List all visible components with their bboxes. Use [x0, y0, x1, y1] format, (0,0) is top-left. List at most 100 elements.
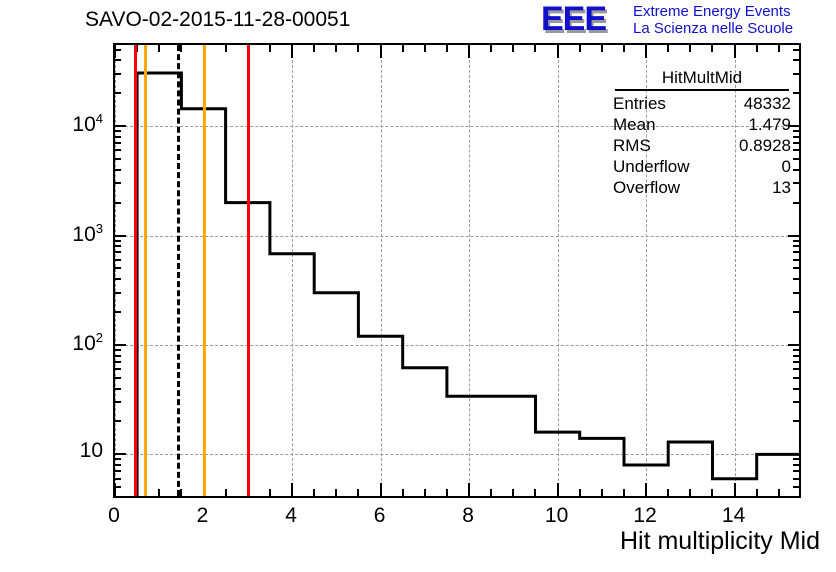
x-axis-minor-tick — [777, 45, 780, 52]
x-axis-minor-tick — [512, 45, 515, 52]
stats-row-value: 48332 — [743, 94, 791, 113]
stats-row-value: 0.8928 — [739, 136, 791, 155]
y-axis-minor-tick — [793, 278, 799, 281]
y-axis-minor-tick — [793, 376, 799, 379]
eee-logo-letters: EEE EEE — [541, 0, 631, 39]
x-axis-minor-tick — [158, 45, 161, 52]
x-axis-major-tick — [291, 483, 294, 496]
y-axis-minor-tick — [793, 458, 799, 461]
y-axis-minor-tick — [115, 142, 121, 144]
y-axis-minor-tick — [793, 239, 799, 242]
x-axis-minor-tick — [622, 489, 625, 496]
stats-row-value: 0 — [781, 157, 791, 176]
y-axis-minor-tick — [793, 464, 799, 467]
stats-box: HitMultMid Entries 48332 Mean 1.479 RMS 0.892… — [607, 68, 797, 198]
gridline-vertical — [115, 45, 116, 496]
x-tick-label: 14 — [721, 504, 746, 527]
stats-row-label: Underflow — [613, 157, 690, 176]
x-axis-minor-tick — [600, 489, 603, 496]
x-axis-major-tick — [645, 45, 648, 58]
x-axis-minor-tick — [313, 45, 316, 52]
stats-row-label: Overflow — [613, 178, 681, 197]
y-axis-major-tick — [788, 234, 799, 237]
y-axis-minor-tick — [793, 387, 799, 390]
eee-logo-text: EEE — [541, 0, 607, 38]
y-axis-major-tick — [115, 343, 126, 346]
x-axis-minor-tick — [423, 45, 426, 52]
x-axis-minor-tick — [357, 489, 360, 496]
y-axis-minor-tick — [793, 267, 799, 270]
y-axis-minor-tick — [115, 48, 121, 51]
x-axis-minor-tick — [490, 489, 493, 496]
x-axis-minor-tick — [423, 489, 426, 496]
x-axis-minor-tick — [689, 45, 692, 52]
plot-frame — [113, 43, 801, 498]
eee-logo-caption-line2: La Scienza nelle Scuole — [633, 20, 794, 37]
y-axis-minor-tick — [115, 376, 121, 379]
y-axis-major-tick — [115, 125, 126, 128]
y-axis-major-tick — [788, 125, 799, 128]
x-axis-title: Hit multiplicity Mid — [619, 527, 820, 555]
x-axis-major-tick — [733, 45, 736, 58]
x-axis-major-tick — [379, 45, 382, 58]
gridline-horizontal — [115, 454, 799, 456]
marker-black-dashed-mean — [177, 45, 181, 496]
stats-row: Underflow 0 — [607, 156, 797, 177]
marker-red-line-low — [133, 45, 137, 496]
y-axis-minor-tick — [115, 92, 121, 95]
y-axis-minor-tick — [115, 168, 121, 171]
x-tick-label: 2 — [196, 504, 209, 527]
stats-row: RMS 0.8928 — [607, 135, 797, 156]
y-axis-minor-tick — [793, 92, 799, 95]
gridline-vertical — [380, 45, 382, 496]
marker-orange-line-low — [144, 45, 148, 496]
x-axis-minor-tick — [755, 45, 758, 52]
y-axis-minor-tick — [115, 245, 121, 248]
histogram-outline — [135, 71, 799, 496]
y-axis-minor-tick — [115, 368, 121, 371]
x-tick-label: 6 — [373, 504, 386, 527]
x-axis-minor-tick — [401, 45, 404, 52]
x-axis-minor-tick — [534, 489, 537, 496]
y-axis-minor-tick — [115, 258, 121, 261]
y-axis-minor-tick — [793, 354, 799, 357]
x-axis-minor-tick — [335, 489, 338, 496]
gridline-vertical — [292, 45, 294, 496]
x-axis-minor-tick — [600, 45, 603, 52]
gridline-vertical — [557, 45, 559, 496]
y-axis-minor-tick — [793, 401, 799, 404]
y-axis-minor-tick — [115, 458, 121, 461]
x-axis-minor-tick — [534, 45, 537, 52]
x-axis-minor-tick — [667, 489, 670, 496]
x-axis-major-tick — [556, 45, 559, 58]
eee-logo-caption-line1: Extreme Energy Events — [633, 3, 791, 20]
y-axis-minor-tick — [115, 311, 121, 314]
y-axis-minor-tick — [793, 72, 799, 75]
y-axis-minor-tick — [115, 420, 121, 423]
x-axis-minor-tick — [578, 45, 581, 52]
y-axis-minor-tick — [115, 387, 121, 390]
y-axis-minor-tick — [793, 142, 799, 144]
y-axis-minor-tick — [793, 470, 799, 473]
x-axis-minor-tick — [512, 489, 515, 496]
y-tick-label: 104 — [72, 111, 103, 137]
stats-row: Entries 48332 — [607, 93, 797, 114]
marker-red-line-high — [246, 45, 250, 496]
x-axis-minor-tick — [158, 489, 161, 496]
x-tick-label: 0 — [108, 504, 120, 527]
gridline-horizontal — [115, 344, 799, 346]
x-axis-minor-tick — [711, 45, 714, 52]
y-axis-major-tick — [115, 453, 126, 456]
stats-box-title: HitMultMid — [615, 68, 789, 91]
y-axis-minor-tick — [115, 470, 121, 473]
x-tick-label: 8 — [462, 504, 474, 527]
stats-row-label: Entries — [613, 94, 666, 113]
x-axis-minor-tick — [777, 489, 780, 496]
x-axis-minor-tick — [224, 45, 227, 52]
y-axis-minor-tick — [793, 311, 799, 314]
y-axis-minor-tick — [115, 267, 121, 270]
x-axis-major-tick — [115, 483, 116, 496]
y-axis-minor-tick — [115, 130, 121, 133]
y-axis-minor-tick — [793, 368, 799, 371]
y-axis-minor-tick — [115, 135, 121, 138]
